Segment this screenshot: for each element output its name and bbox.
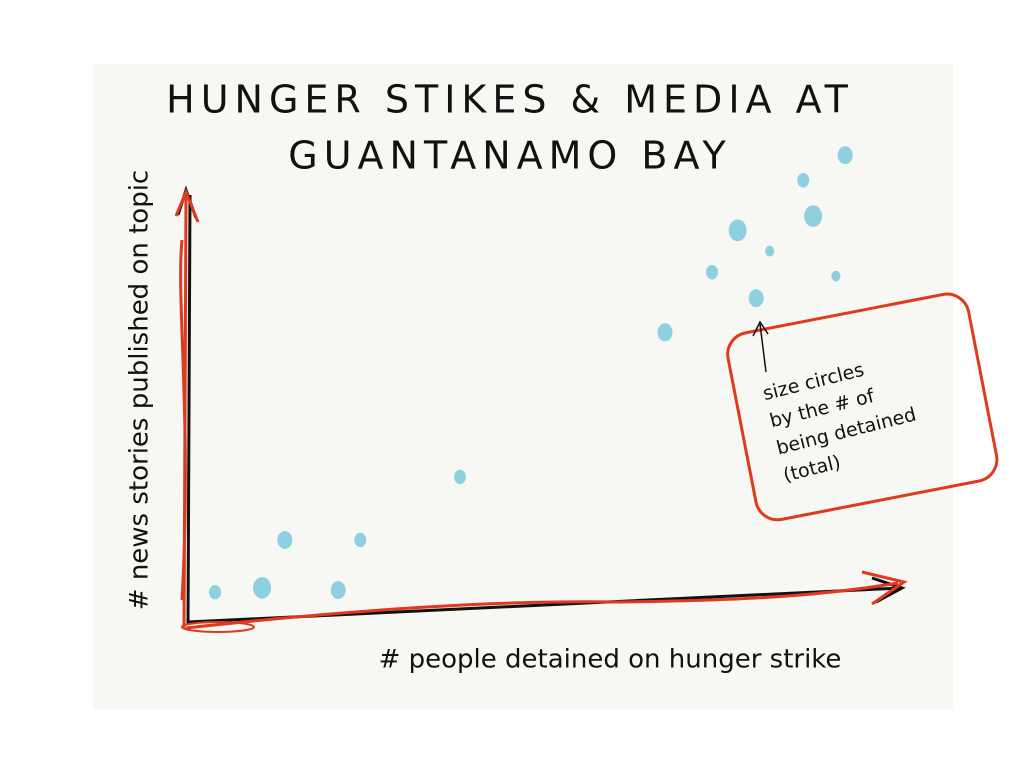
bubble	[765, 245, 775, 257]
origin-scribble	[181, 621, 255, 633]
y-axis-sketch	[174, 188, 200, 629]
annotation-frame	[726, 292, 999, 522]
bubble	[797, 173, 810, 188]
x-axis-sketch	[185, 570, 908, 630]
bubble	[804, 205, 823, 227]
bubble	[748, 289, 764, 308]
x-axis-label: # people detained on hunger strike	[379, 645, 842, 675]
chart-title: GUANTANAMO BAY	[288, 134, 731, 178]
annotation-arrow	[752, 320, 769, 373]
annotation-box	[726, 292, 999, 522]
bubble	[657, 323, 673, 342]
bubble	[277, 530, 293, 549]
bubble	[209, 585, 222, 600]
bubble	[706, 265, 719, 280]
bubble	[354, 532, 367, 548]
y-axis-label: # news stories published on topic	[125, 170, 155, 610]
bubble	[330, 581, 346, 600]
bubble	[728, 219, 747, 242]
bubble	[831, 270, 841, 282]
bubble	[837, 146, 853, 165]
bubble	[253, 577, 272, 599]
chart-title: HUNGER STIKES & MEDIA AT	[166, 78, 854, 122]
bubble	[453, 469, 466, 485]
